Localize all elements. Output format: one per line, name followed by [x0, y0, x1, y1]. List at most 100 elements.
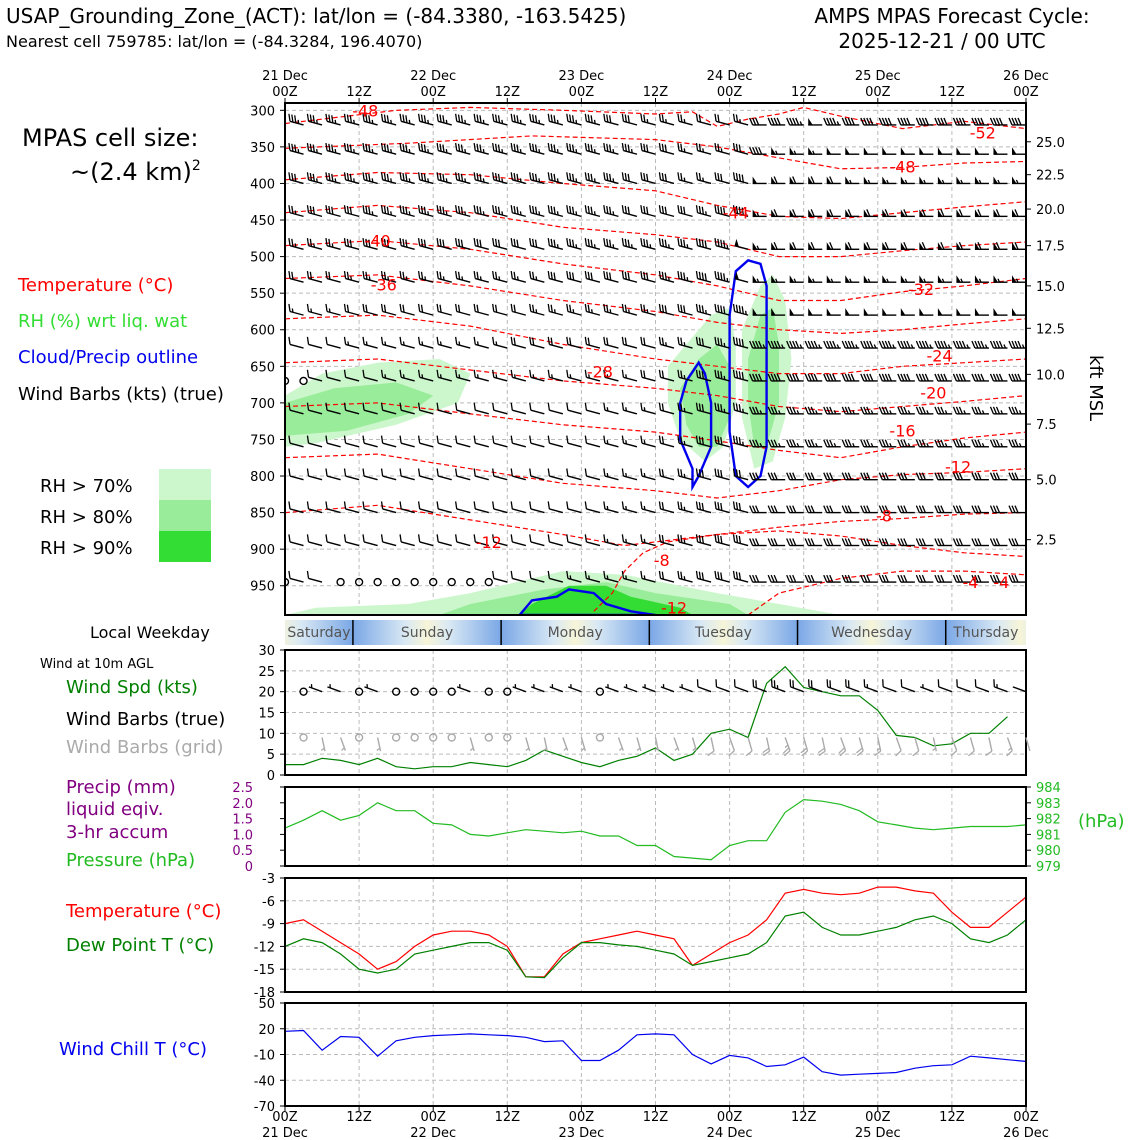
barb-full	[900, 406, 905, 415]
wind-barb	[915, 574, 934, 583]
barb-full	[325, 369, 328, 378]
bottom-date-label: 22 Dec	[410, 1126, 456, 1140]
barb-full	[992, 472, 998, 480]
barb-full	[325, 172, 328, 180]
barb-half	[341, 747, 345, 751]
wind-barb	[771, 242, 786, 250]
barb-full	[325, 142, 328, 151]
barb-full	[325, 534, 328, 542]
barb-full	[547, 468, 550, 477]
barb-full	[921, 117, 926, 126]
barb-full	[767, 340, 772, 349]
barb-full	[621, 402, 625, 411]
barb-full	[823, 439, 828, 448]
barb-full	[844, 406, 849, 415]
barb-full	[343, 336, 347, 345]
barb-shaft	[734, 686, 749, 693]
barb-full	[621, 172, 625, 180]
barb-full	[776, 117, 781, 126]
barb-full	[884, 406, 889, 415]
barb-half	[334, 178, 337, 183]
wind-barb	[603, 402, 619, 415]
wind-barb	[362, 142, 378, 155]
barb-full	[270, 304, 271, 312]
wind-barb	[677, 205, 693, 218]
wind-barb	[547, 172, 564, 185]
barb-full	[863, 373, 868, 382]
wind-barb	[658, 501, 675, 514]
barb-full	[695, 402, 699, 411]
barb-shaft	[400, 475, 415, 481]
barb-half	[1015, 278, 1019, 283]
calm-circle	[595, 687, 605, 696]
wind-barb	[621, 468, 638, 481]
barb-shaft	[641, 310, 656, 316]
wind-barb	[808, 275, 823, 283]
barb-full	[608, 239, 612, 248]
barb-full	[587, 337, 590, 346]
barb-full	[288, 501, 291, 510]
barb-full	[752, 146, 757, 155]
barb-shaft	[289, 475, 304, 481]
wind-barb	[658, 303, 675, 316]
barb-full	[291, 205, 294, 214]
barb-full	[365, 143, 368, 152]
precip-label-1: Precip (mm)	[66, 777, 176, 798]
barb-full	[383, 304, 387, 313]
barb-full	[749, 146, 754, 155]
barb-full	[838, 747, 845, 754]
barb-full	[343, 435, 347, 444]
wind-barb	[897, 340, 915, 349]
wind-barb	[860, 505, 878, 514]
barb-full	[380, 336, 384, 345]
barb-half	[525, 747, 530, 751]
barb-full	[492, 238, 495, 246]
barb-full	[755, 505, 760, 513]
barb-full	[603, 468, 606, 477]
barb-half	[981, 443, 985, 448]
barb-full	[420, 114, 424, 123]
barb-full	[566, 270, 569, 279]
barb-full	[510, 142, 513, 151]
barb-full	[860, 406, 865, 415]
wind-ytick-label: 25	[258, 665, 275, 680]
barb-half	[274, 308, 275, 312]
barb-shaft	[567, 179, 582, 185]
barb-full	[915, 373, 920, 382]
wind-barb	[934, 538, 952, 547]
barb-full	[1008, 406, 1013, 415]
barb-full	[792, 340, 797, 349]
wind-barb	[771, 308, 786, 316]
isotherm-label: -20	[920, 384, 946, 403]
wind-barb	[841, 117, 860, 126]
cloud-outline	[518, 588, 656, 615]
barb-shaft	[567, 442, 582, 448]
isotherm	[593, 530, 1026, 612]
barb-full	[677, 113, 680, 122]
barb-full	[1011, 373, 1016, 382]
wind-barb	[919, 242, 934, 250]
barb-full	[439, 271, 442, 280]
td-ytick-label: -15	[254, 963, 275, 978]
barb-full	[958, 538, 964, 546]
barb-full	[529, 238, 532, 246]
barb-full	[510, 270, 513, 279]
barb-full	[436, 270, 439, 279]
barb-shaft	[512, 277, 527, 283]
wind-barb	[771, 176, 786, 185]
barb-full	[844, 117, 849, 126]
barb-shaft	[604, 120, 619, 126]
barb-shaft	[438, 475, 452, 481]
wind-barb	[621, 205, 638, 218]
wind-barb	[343, 369, 360, 382]
xs-ytick-label: 850	[250, 507, 275, 522]
pressure-ytick-label: 981	[1036, 828, 1061, 843]
day-cell	[797, 620, 946, 645]
barb-full	[531, 172, 535, 181]
barb-shaft	[326, 277, 341, 283]
barb-half	[1021, 344, 1025, 349]
barb-full	[436, 172, 439, 180]
barb-full	[306, 369, 310, 378]
barb-full	[767, 373, 772, 382]
barb-shaft	[697, 277, 712, 283]
